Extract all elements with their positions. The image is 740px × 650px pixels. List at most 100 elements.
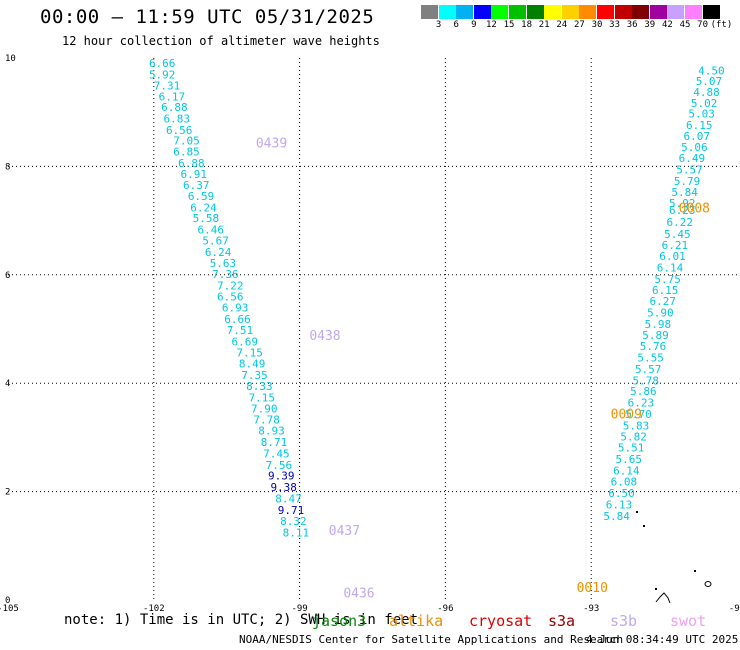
island (704, 581, 712, 587)
y-tick-label: 0 (5, 596, 10, 606)
wave-height-value: 5.92 (669, 197, 696, 210)
wave-height-value: 5.82 (620, 431, 647, 444)
wave-height-value: 8.33 (246, 380, 273, 393)
wave-height-value: 7.05 (173, 135, 200, 148)
wave-height-value: 5.58 (193, 212, 220, 225)
colorbar-swatch (702, 5, 720, 19)
coast-dot (636, 511, 638, 513)
pass-time-label: 0008 (679, 201, 710, 216)
colorbar-swatch (438, 5, 456, 19)
wave-height-value: 5.83 (623, 419, 650, 432)
wave-height-value: 7.22 (217, 279, 244, 292)
wave-height-value: 7.45 (263, 447, 290, 460)
colorbar-swatch (456, 5, 474, 19)
colorbar-label: 6 (453, 20, 459, 30)
wave-height-value: 7.35 (241, 369, 268, 382)
wave-height-value: 8.71 (261, 436, 288, 449)
wave-height-value: 6.88 (178, 157, 205, 170)
y-tick-label: 2 (5, 488, 10, 498)
y-tick-label: 4 (5, 379, 10, 389)
wave-height-value: 5.06 (681, 141, 708, 154)
map-subtitle: 12 hour collection of altimeter wave hei… (62, 34, 380, 48)
wave-height-value: 9.71 (278, 504, 305, 517)
wave-height-value: 5.51 (618, 441, 645, 454)
colorbar-swatch (667, 5, 685, 19)
wave-height-value: 5.63 (210, 257, 237, 270)
wave-height-value: 5.07 (696, 75, 723, 88)
wave-height-value: 6.59 (188, 190, 215, 203)
colorbar-swatch (544, 5, 562, 19)
colorbar-label: 9 (471, 20, 477, 30)
wave-height-value: 5.86 (630, 385, 657, 398)
footer-timestamp: 4 Jun 08:34:49 UTC 2025 (586, 633, 739, 646)
wave-height-value: 7.36 (212, 268, 239, 281)
y-tick-label: 6 (5, 271, 10, 281)
x-tick-label: -96 (437, 604, 453, 614)
colorbar-swatch (421, 5, 438, 19)
wave-height-value: 5.90 (647, 307, 674, 320)
wave-height-value: 6.07 (684, 130, 711, 143)
colorbar-swatch (473, 5, 491, 19)
wave-height-value: 5.78 (633, 374, 660, 387)
wave-height-value: 7.31 (154, 79, 181, 92)
wave-height-value: 6.49 (679, 152, 706, 165)
colorbar-swatch (597, 5, 614, 19)
wave-height-value: 6.50 (608, 487, 635, 500)
colorbar-label: 3 (435, 20, 442, 30)
wave-height-value: 6.66 (149, 57, 176, 70)
pass-time-label: 0438 (309, 329, 340, 344)
colorbar-swatch (632, 5, 650, 19)
units-note: note: 1) Time is in UTC; 2) SWH is in fe… (64, 612, 419, 628)
colorbar-label: 42 (661, 20, 673, 30)
colorbar-label: 39 (644, 20, 656, 30)
x-tick-label: -105 (0, 604, 19, 614)
wave-height-value: 5.98 (645, 318, 672, 331)
colorbar-label: 27 (573, 20, 585, 30)
wave-height-value: 4.50 (698, 64, 725, 77)
colorbar-label: 45 (679, 20, 691, 30)
wave-height-value: 7.56 (266, 459, 293, 472)
colorbar-label: 33 (609, 20, 621, 30)
wave-height-value: 6.69 (232, 335, 259, 348)
footer-credit: NOAA/NESDIS Center for Satellite Applica… (239, 633, 624, 646)
coast-dot (694, 570, 696, 572)
x-tick-label: -99 (291, 604, 307, 614)
colorbar-swatch (491, 5, 509, 19)
wave-height-value: 8.11 (283, 527, 310, 540)
wave-height-value: 6.14 (657, 262, 684, 275)
wave-height-value: 5.55 (637, 352, 664, 365)
wave-height-value: 4.88 (693, 86, 720, 99)
wave-height-value: 6.37 (183, 179, 210, 192)
pass-time-label: 0010 (577, 581, 608, 596)
legend-item-s3a: s3a (548, 612, 576, 630)
wave-height-value: 6.91 (181, 168, 208, 181)
wave-height-value: 7.15 (236, 347, 262, 360)
wave-height-value: 6.15 (686, 119, 713, 132)
colorbar-swatch (579, 5, 597, 19)
legend-item-swot: swot (670, 612, 707, 630)
wave-height-value: 6.24 (205, 246, 232, 259)
x-tick-label: -93 (583, 604, 599, 614)
wave-height-value: 6.13 (606, 498, 633, 511)
coastline (655, 592, 671, 604)
colorbar-swatch (509, 5, 526, 19)
y-tick-label: 8 (5, 162, 10, 172)
legend-item-jason3: jason3 (312, 612, 367, 630)
legend-item-cryosat: cryosat (469, 612, 533, 630)
wave-height-value: 8.49 (239, 357, 266, 370)
wave-height-value: 6.56 (217, 290, 244, 303)
colorbar-unit: (ft) (710, 20, 733, 30)
wave-height-value: 5.65 (616, 453, 643, 466)
pass-time-label: 0436 (343, 586, 374, 601)
wave-height-value: 6.88 (161, 101, 188, 114)
colorbar-swatch (526, 5, 544, 19)
wave-height-value: 5.75 (654, 273, 681, 286)
colorbar-swatch (614, 5, 632, 19)
pass-time-label: 0439 (256, 136, 287, 151)
wave-height-value: 6.27 (650, 295, 677, 308)
wave-height-value: 6.66 (224, 313, 251, 326)
wave-height-value: 5.76 (640, 340, 667, 353)
wave-height-value: 6.01 (659, 250, 686, 263)
